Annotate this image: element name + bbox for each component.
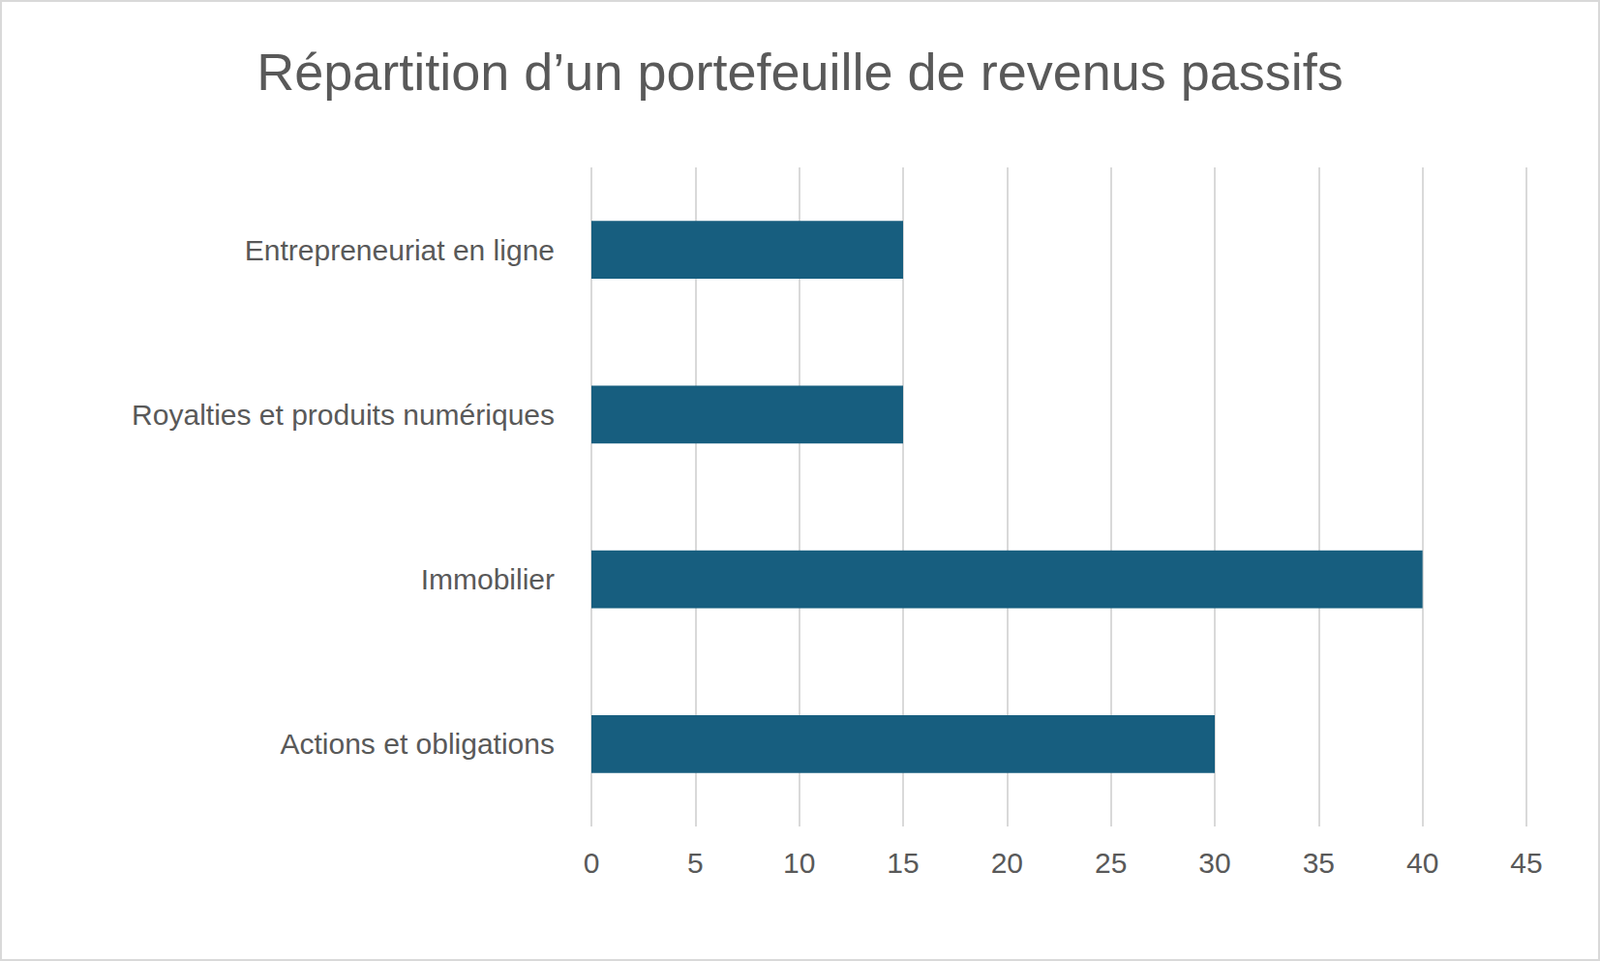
svg-text:0: 0 xyxy=(583,846,601,879)
svg-text:Immobilier: Immobilier xyxy=(421,563,555,596)
svg-text:Royalties et produits numériqu: Royalties et produits numériques xyxy=(131,398,555,431)
svg-text:10: 10 xyxy=(783,846,816,879)
svg-text:25: 25 xyxy=(1094,846,1127,879)
svg-text:35: 35 xyxy=(1302,846,1335,879)
svg-text:40: 40 xyxy=(1406,846,1439,879)
svg-text:Actions et obligations: Actions et obligations xyxy=(279,727,555,760)
svg-text:30: 30 xyxy=(1198,846,1231,879)
svg-text:20: 20 xyxy=(991,846,1024,879)
svg-text:5: 5 xyxy=(687,846,704,879)
svg-text:Répartition d’un portefeuille: Répartition d’un portefeuille de revenus… xyxy=(256,42,1344,101)
svg-text:Entrepreneuriat en ligne: Entrepreneuriat en ligne xyxy=(244,234,555,267)
svg-text:45: 45 xyxy=(1509,846,1542,879)
svg-text:15: 15 xyxy=(886,846,919,879)
